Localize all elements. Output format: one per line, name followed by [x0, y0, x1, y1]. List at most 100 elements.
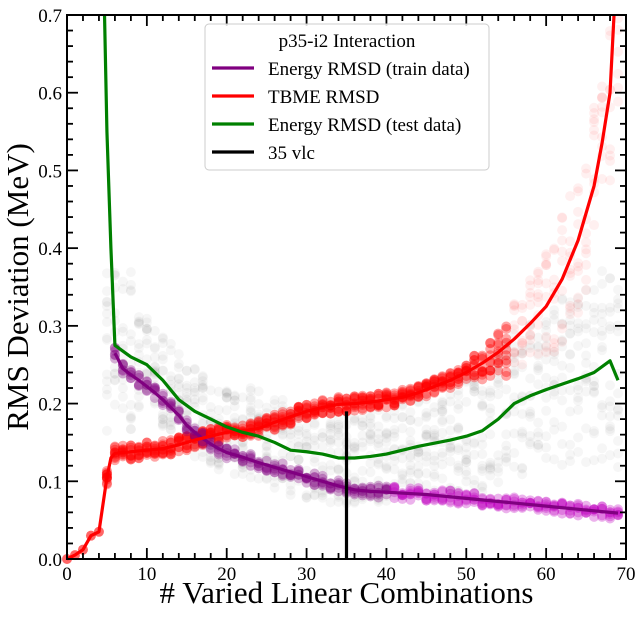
cloud-point-tbme: [517, 315, 528, 326]
cloud-point-tbme: [501, 333, 512, 344]
cloud-point-test: [493, 463, 503, 473]
cloud-point-tbme: [485, 365, 496, 376]
cloud-point-test: [461, 466, 471, 476]
cloud-point-tbme: [261, 412, 272, 423]
cloud-point-train: [309, 479, 320, 490]
cloud-point-train: [573, 498, 584, 509]
cloud-point-tbme: [485, 365, 496, 376]
cloud-point-tbme: [389, 398, 400, 409]
cloud-point-tbme: [221, 432, 232, 443]
cloud-point-train: [117, 365, 128, 376]
cloud-point-tbme: [133, 453, 144, 464]
cloud-point-tbme: [429, 375, 440, 386]
cloud-point-train: [405, 483, 416, 494]
cloud-point-tbme: [197, 426, 208, 437]
cloud-point-tbme: [261, 413, 272, 424]
cloud-point-tbme: [125, 454, 136, 465]
cloud-point-tbme: [477, 367, 488, 378]
cloud-point-train: [389, 493, 400, 504]
cloud-point-tbme: [469, 370, 480, 381]
cloud-point-test: [557, 395, 567, 405]
cloud-point-train: [557, 497, 568, 508]
cloud-point-tbme: [333, 406, 344, 417]
cloud-point-tbme: [349, 405, 360, 416]
cloud-point-tbme: [317, 395, 328, 406]
cloud-point-tbme: [525, 329, 536, 340]
cloud-point-test: [533, 365, 543, 375]
cloud-point-tbme: [397, 384, 408, 395]
cloud-point-test: [517, 464, 527, 474]
cloud-point-train: [533, 495, 544, 506]
cloud-point-train: [373, 480, 384, 491]
cloud-point-tbme: [533, 292, 544, 303]
cloud-point-train: [261, 465, 272, 476]
cloud-point-tbme: [541, 260, 552, 271]
cloud-point-train: [413, 483, 424, 494]
cloud-point-test: [557, 373, 567, 383]
cloud-point-tbme: [213, 423, 224, 434]
cloud-point-test: [286, 490, 296, 500]
legend-box: [204, 23, 490, 171]
cloud-point-tbme: [549, 274, 560, 285]
cloud-point-train: [589, 511, 600, 522]
y-tick-label: 0.1: [38, 472, 62, 493]
cloud-point-tbme: [445, 368, 456, 379]
cloud-point-test: [581, 338, 591, 348]
cloud-point-tbme: [517, 338, 528, 349]
cloud-point-tbme: [493, 328, 504, 339]
cloud-point-train: [557, 498, 568, 509]
cloud-point-train: [597, 511, 608, 522]
cloud-point-train: [453, 498, 464, 509]
cloud-point-tbme: [541, 331, 552, 342]
cloud-point-tbme: [365, 401, 376, 412]
cloud-point-test: [461, 457, 471, 467]
cloud-point-train: [421, 494, 432, 505]
cloud-point-test: [134, 400, 144, 410]
cloud-point-tbme: [149, 449, 160, 460]
cloud-point-tbme: [205, 424, 216, 435]
cloud-point-tbme: [549, 334, 560, 345]
cloud-point-tbme: [549, 346, 560, 357]
cloud-point-tbme: [517, 359, 528, 370]
cloud-point-test: [166, 425, 176, 435]
cloud-point-tbme: [509, 300, 520, 311]
cloud-point-tbme: [237, 420, 248, 431]
cloud-point-tbme: [317, 408, 328, 419]
cloud-point-tbme: [381, 388, 392, 399]
cloud-point-train: [421, 494, 432, 505]
cloud-point-tbme: [325, 408, 336, 419]
cloud-point-train: [333, 475, 344, 486]
cloud-point-tbme: [445, 382, 456, 393]
cloud-point-tbme: [557, 285, 568, 296]
legend-entries: Energy RMSD (train data) TBME RMSD Energy …: [212, 59, 470, 164]
cloud-point-tbme: [373, 388, 384, 399]
cloud-point-tbme: [533, 275, 544, 286]
cloud-point-tbme: [341, 406, 352, 417]
cloud-point-tbme: [565, 191, 576, 202]
legend: p35-i2 Interaction Energy RMSD (train da…: [204, 23, 490, 171]
cloud-point-tbme: [277, 419, 288, 430]
cloud-point-tbme: [421, 379, 432, 390]
cloud-point-tbme: [301, 412, 312, 423]
cloud-point-test: [445, 414, 455, 424]
cloud-point-train: [605, 513, 616, 524]
cloud-point-test: [549, 305, 559, 315]
cloud-point-tbme: [333, 392, 344, 403]
y-tick-label: 0.6: [38, 84, 62, 105]
cloud-point-tbme: [493, 339, 504, 350]
cloud-point-tbme: [405, 383, 416, 394]
cloud-point-tbme: [517, 315, 528, 326]
cloud-point-tbme: [493, 330, 504, 341]
cloud-point-tbme: [381, 389, 392, 400]
cloud-point-tbme: [365, 391, 376, 402]
plot-frame: [66, 14, 627, 560]
cloud-point-tbme: [413, 380, 424, 391]
cloud-point-tbme: [557, 225, 568, 236]
cloud-point-tbme: [501, 370, 512, 381]
cloud-point-tbme: [549, 342, 560, 353]
cloud-point-test: [437, 405, 447, 415]
cloud-point-tbme: [517, 337, 528, 348]
cloud-point-train: [557, 508, 568, 519]
cloud-point-tbme: [613, 82, 624, 93]
cloud-point-train: [309, 480, 320, 491]
